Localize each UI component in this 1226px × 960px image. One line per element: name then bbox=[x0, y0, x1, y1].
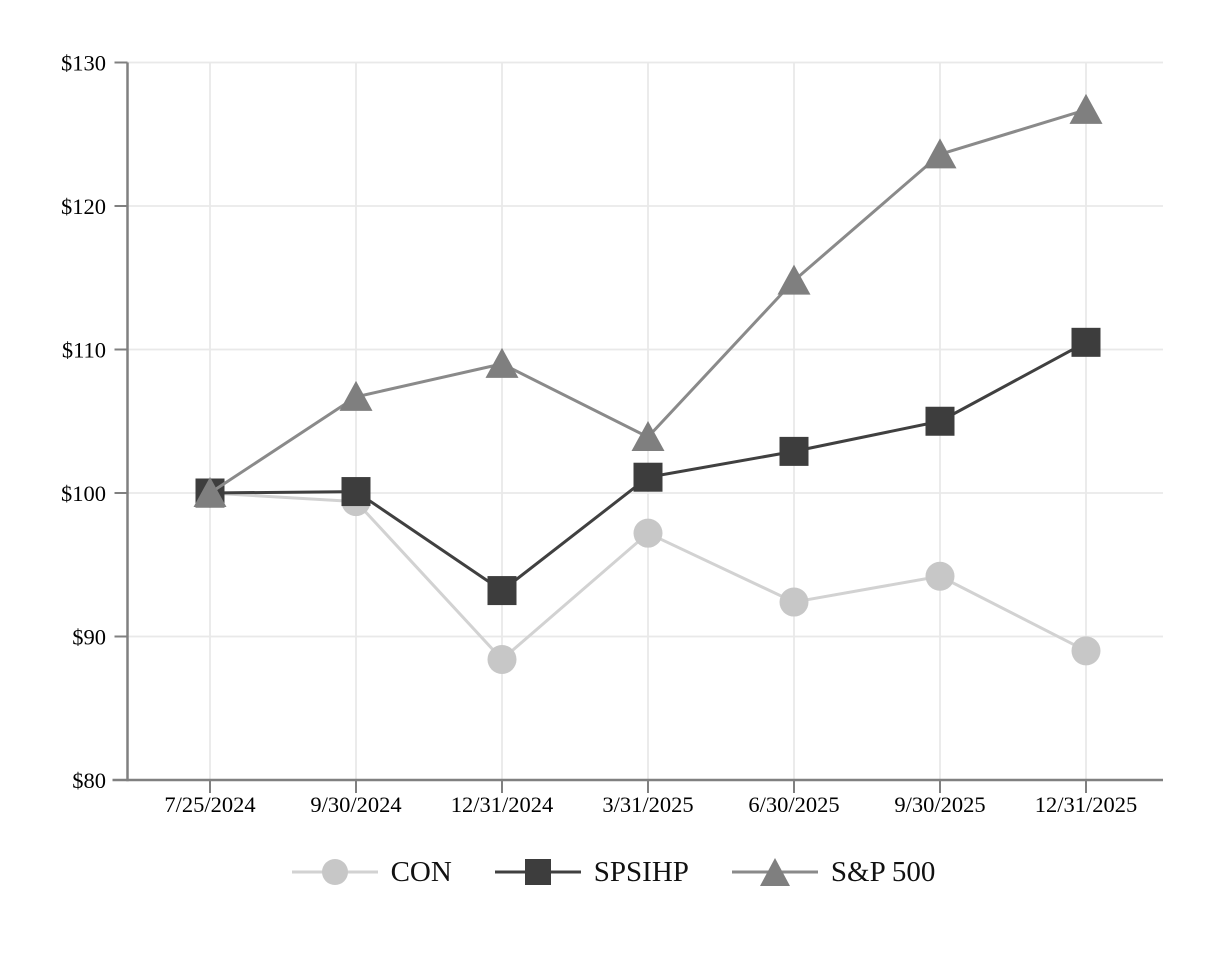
legend-square-marker-icon bbox=[494, 859, 581, 885]
x-tick-label: 12/31/2025 bbox=[1035, 792, 1138, 817]
y-tick-label: $80 bbox=[72, 768, 106, 793]
series-spsihp bbox=[195, 327, 1101, 606]
legend-label-sp500: S&P 500 bbox=[830, 855, 936, 888]
x-tick-label: 9/30/2025 bbox=[894, 792, 985, 817]
data-point-square bbox=[633, 462, 663, 492]
y-tick-label: $100 bbox=[61, 481, 106, 506]
legend-label-con: CON bbox=[390, 855, 452, 888]
data-point-square bbox=[487, 576, 517, 606]
x-tick-label: 6/30/2025 bbox=[748, 792, 839, 817]
x-tick-label: 9/30/2024 bbox=[310, 792, 401, 817]
y-tick-label: $90 bbox=[72, 625, 106, 650]
data-point-triangle bbox=[923, 138, 957, 169]
data-point-square bbox=[1071, 327, 1101, 357]
y-tick-label: $120 bbox=[61, 194, 106, 219]
data-point-circle bbox=[1071, 636, 1101, 666]
x-tick-label: 7/25/2024 bbox=[164, 792, 255, 817]
data-point-circle bbox=[487, 644, 517, 674]
y-tick-label: $130 bbox=[61, 51, 106, 76]
gridlines bbox=[127, 61, 1163, 780]
legend-item-sp500: S&P 500 bbox=[731, 854, 936, 890]
data-point-triangle bbox=[485, 347, 519, 378]
data-point-square bbox=[341, 477, 371, 507]
data-point-circle bbox=[633, 518, 663, 548]
legend-item-spsihp: SPSIHP bbox=[494, 854, 689, 890]
axes bbox=[112, 61, 1163, 793]
data-point-triangle bbox=[631, 421, 665, 452]
data-point-triangle bbox=[339, 380, 373, 411]
series-s-p-500 bbox=[193, 93, 1103, 507]
x-tick-label: 12/31/2024 bbox=[451, 792, 554, 817]
legend-label-spsihp: SPSIHP bbox=[593, 855, 689, 888]
legend-circle-marker-icon bbox=[291, 859, 378, 885]
legend-triangle-marker-icon bbox=[731, 858, 818, 886]
data-point-square bbox=[779, 436, 809, 466]
data-point-triangle bbox=[777, 264, 811, 295]
data-point-triangle bbox=[193, 477, 227, 507]
y-tick-label: $110 bbox=[62, 338, 106, 363]
chart-legend: CON SPSIHP S&P 500 bbox=[0, 843, 1226, 901]
axis-labels: $80 $90 $100 $110 $120 $130 7/25/2024 9/30/2024… bbox=[61, 51, 1137, 818]
legend-item-con: CON bbox=[291, 854, 452, 890]
line-chart-plot: $80 $90 $100 $110 $120 $130 7/25/2024 9/30/2024… bbox=[61, 51, 1163, 818]
data-point-circle bbox=[925, 561, 955, 591]
data-point-triangle bbox=[1069, 93, 1103, 124]
data-point-circle bbox=[779, 587, 809, 617]
data-point-square bbox=[925, 406, 955, 436]
x-tick-label: 3/31/2025 bbox=[602, 792, 693, 817]
